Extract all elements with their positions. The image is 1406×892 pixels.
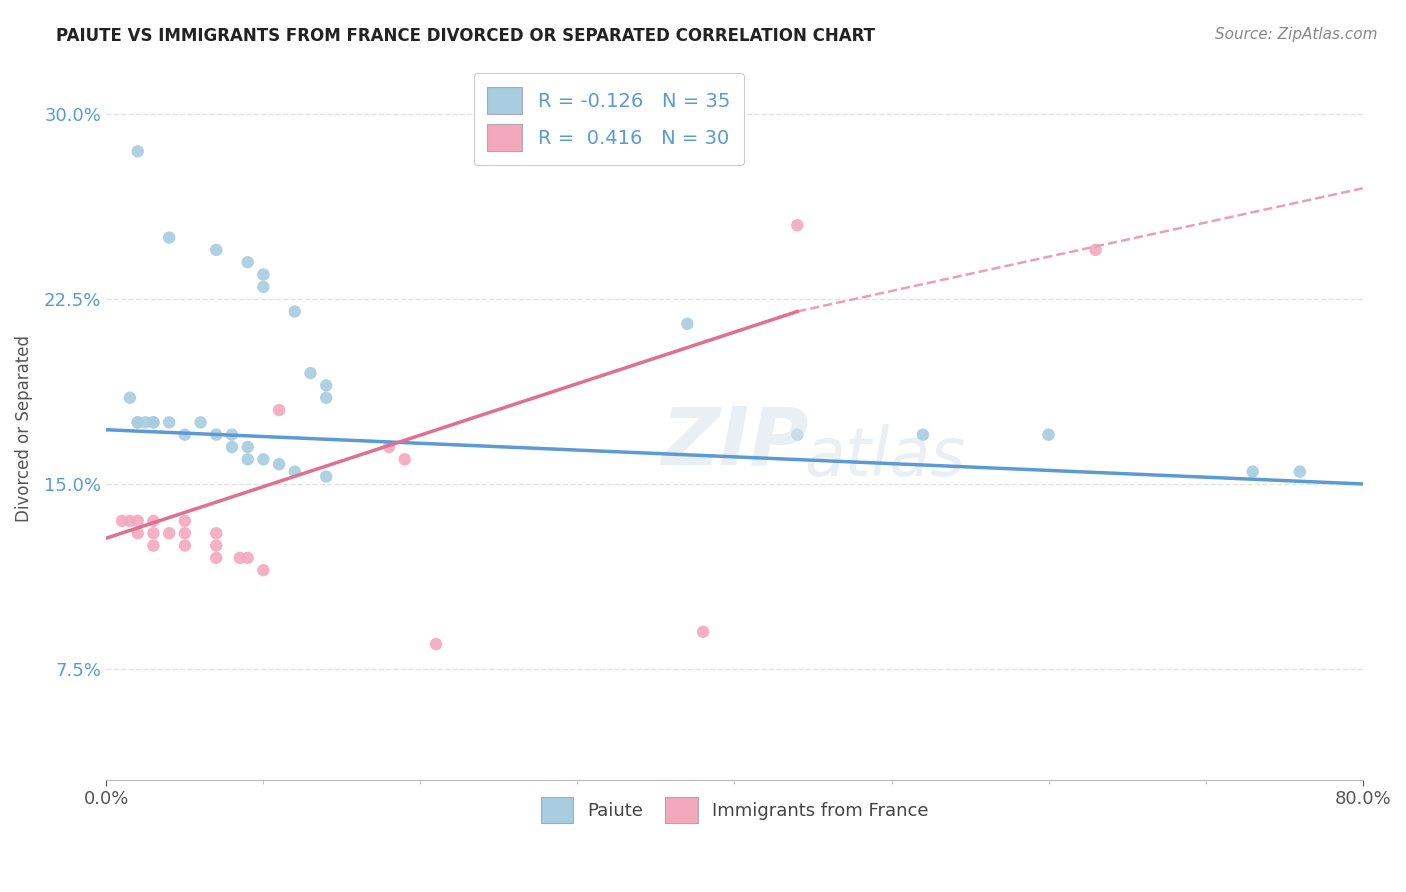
Point: [1038, 427, 1060, 442]
Point: [173, 526, 195, 541]
Point: [267, 457, 290, 471]
Point: [299, 366, 322, 380]
Legend: Paiute, Immigrants from France: Paiute, Immigrants from France: [530, 787, 939, 834]
Point: [315, 378, 337, 392]
Point: [786, 219, 808, 233]
Point: [205, 550, 228, 565]
Point: [315, 391, 337, 405]
Point: [157, 230, 180, 244]
Point: [127, 416, 149, 430]
Point: [221, 440, 243, 454]
Point: [205, 539, 228, 553]
Point: [1084, 243, 1107, 257]
Point: [911, 427, 934, 442]
Text: Source: ZipAtlas.com: Source: ZipAtlas.com: [1215, 27, 1378, 42]
Point: [236, 255, 259, 269]
Point: [236, 550, 259, 565]
Point: [1288, 465, 1310, 479]
Point: [315, 469, 337, 483]
Point: [221, 427, 243, 442]
Text: atlas: atlas: [804, 424, 966, 490]
Point: [190, 416, 212, 430]
Point: [252, 452, 274, 467]
Point: [142, 539, 165, 553]
Point: [173, 539, 195, 553]
Point: [142, 526, 165, 541]
Point: [229, 550, 252, 565]
Text: PAIUTE VS IMMIGRANTS FROM FRANCE DIVORCED OR SEPARATED CORRELATION CHART: PAIUTE VS IMMIGRANTS FROM FRANCE DIVORCE…: [56, 27, 876, 45]
Point: [236, 452, 259, 467]
Point: [692, 624, 714, 639]
Point: [205, 526, 228, 541]
Point: [118, 514, 141, 528]
Point: [173, 427, 195, 442]
Point: [267, 403, 290, 417]
Point: [205, 427, 228, 442]
Point: [378, 440, 401, 454]
Point: [157, 526, 180, 541]
Point: [252, 563, 274, 577]
Point: [205, 243, 228, 257]
Point: [142, 416, 165, 430]
Point: [1241, 465, 1264, 479]
Point: [425, 637, 447, 651]
Point: [135, 416, 157, 430]
Point: [284, 465, 307, 479]
Y-axis label: Divorced or Separated: Divorced or Separated: [15, 335, 32, 522]
Point: [118, 391, 141, 405]
Point: [157, 416, 180, 430]
Point: [173, 514, 195, 528]
Point: [676, 317, 699, 331]
Point: [236, 440, 259, 454]
Point: [127, 145, 149, 159]
Point: [127, 526, 149, 541]
Text: ZIP: ZIP: [661, 403, 808, 482]
Point: [394, 452, 416, 467]
Point: [127, 514, 149, 528]
Point: [284, 304, 307, 318]
Point: [142, 416, 165, 430]
Point: [786, 427, 808, 442]
Point: [127, 416, 149, 430]
Point: [142, 514, 165, 528]
Point: [252, 268, 274, 282]
Point: [252, 280, 274, 294]
Point: [111, 514, 134, 528]
